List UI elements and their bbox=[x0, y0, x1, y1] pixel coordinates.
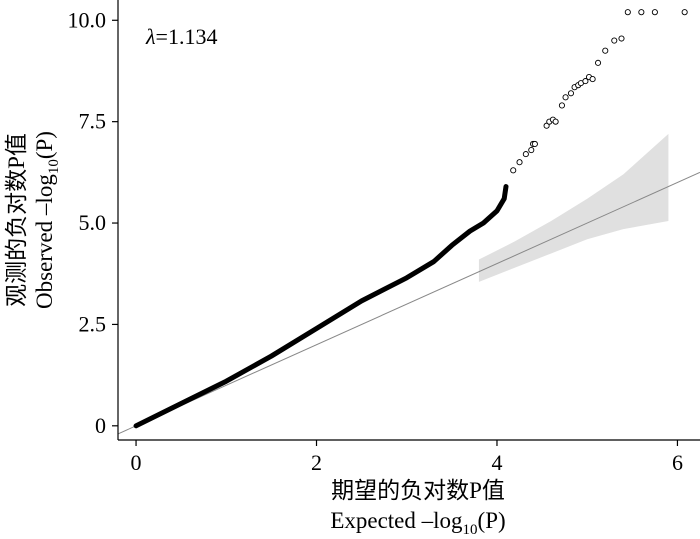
y-axis-title-sub: 10 bbox=[46, 159, 62, 174]
data-point-10 bbox=[558, 102, 565, 109]
data-point-9 bbox=[552, 118, 559, 125]
x-tick-label-1: 2 bbox=[311, 450, 322, 475]
data-point-22 bbox=[618, 35, 625, 42]
data-point-21 bbox=[611, 37, 618, 44]
y-axis-title-zh: 观测的负对数P值 bbox=[4, 133, 29, 307]
data-point-23 bbox=[624, 9, 631, 16]
y-axis-title-prefix: Observed –log bbox=[32, 174, 57, 309]
data-point-26 bbox=[681, 9, 688, 16]
y-axis-title: 观测的负对数P值 Observed –log10(P) bbox=[4, 131, 62, 309]
data-point-11 bbox=[562, 94, 569, 101]
data-point-3 bbox=[528, 146, 535, 154]
y-tick-label-1: 2.5 bbox=[79, 311, 107, 336]
x-axis-title-sub: 10 bbox=[463, 522, 478, 538]
x-axis-title-zh: 期望的负对数P值 bbox=[331, 478, 505, 503]
confidence-band-area bbox=[478, 133, 669, 282]
confidence-band bbox=[478, 133, 669, 282]
x-axis-title-prefix: Expected –log bbox=[330, 508, 463, 533]
data-point-24 bbox=[638, 9, 645, 16]
x-axis-title-en: Expected –log10(P) bbox=[330, 508, 505, 538]
data-points bbox=[133, 9, 688, 429]
x-tick-label-0: 0 bbox=[131, 450, 142, 475]
y-tick-label-0: 0 bbox=[95, 413, 106, 438]
data-point-0 bbox=[510, 167, 517, 174]
data-point-16 bbox=[582, 78, 589, 85]
data-point-5 bbox=[531, 140, 538, 148]
x-tick-label-2: 4 bbox=[491, 450, 502, 475]
data-point-2 bbox=[522, 151, 529, 158]
data-point-12 bbox=[567, 90, 575, 97]
y-tick-label-4: 10.0 bbox=[68, 7, 107, 32]
y-axis-title-en: Observed –log10(P) bbox=[32, 131, 62, 309]
reference-line-y-equals-x bbox=[117, 171, 700, 435]
x-axis-title-suffix: (P) bbox=[478, 508, 506, 533]
axis-ticks: 0 2 4 6 0 2.5 5.0 7.5 10.0 bbox=[68, 7, 683, 475]
axes bbox=[117, 0, 700, 441]
reference-line bbox=[117, 171, 700, 435]
y-tick-label-2: 5.0 bbox=[79, 210, 107, 235]
x-tick-label-3: 6 bbox=[672, 450, 683, 475]
lambda-value: =1.134 bbox=[156, 24, 218, 49]
lambda-symbol: λ bbox=[145, 24, 156, 49]
data-point-25 bbox=[651, 9, 658, 16]
lambda-annotation: λ=1.134 bbox=[145, 24, 217, 49]
y-tick-label-3: 7.5 bbox=[79, 109, 107, 134]
data-point-1 bbox=[516, 159, 523, 166]
y-axis-title-suffix: (P) bbox=[32, 131, 57, 159]
data-point-6 bbox=[543, 122, 550, 129]
data-point-18 bbox=[589, 76, 596, 83]
data-point-19 bbox=[594, 59, 602, 66]
data-point-20 bbox=[602, 47, 609, 54]
dense-points-trend bbox=[133, 184, 509, 429]
